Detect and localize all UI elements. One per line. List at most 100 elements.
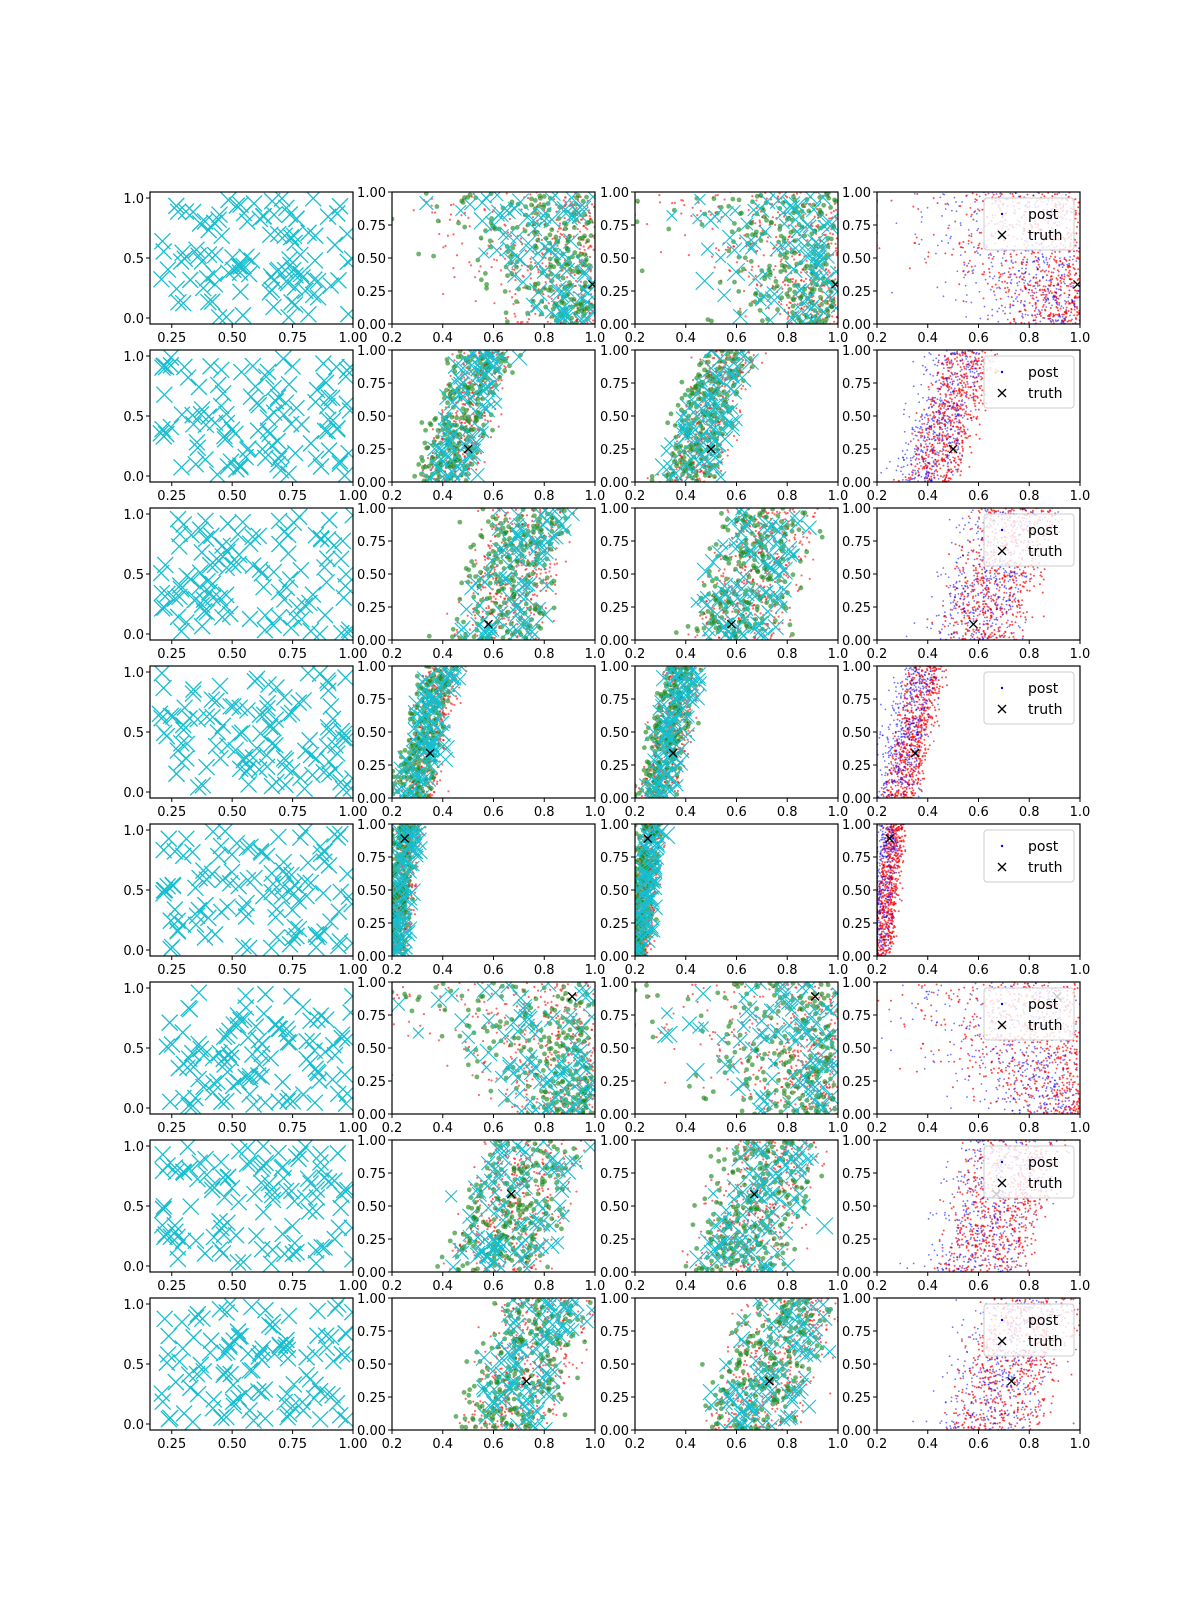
- red-point: [992, 290, 995, 293]
- prior-point: [181, 271, 199, 289]
- cyan-point: [830, 302, 838, 314]
- red-point: [969, 413, 972, 416]
- blue-point: [1023, 305, 1026, 308]
- prior-point: [177, 203, 195, 220]
- red-point: [747, 275, 750, 278]
- blue-point: [932, 396, 935, 399]
- blue-point: [1012, 304, 1015, 307]
- red-point: [980, 360, 983, 363]
- red-point: [1065, 284, 1068, 287]
- green-point: [500, 351, 506, 357]
- red-point: [1034, 255, 1037, 258]
- red-point: [743, 234, 746, 237]
- red-point: [1077, 206, 1080, 209]
- red-point: [961, 447, 964, 450]
- blue-point: [1071, 318, 1073, 321]
- red-point: [505, 192, 508, 195]
- red-point: [1074, 198, 1077, 201]
- green-point: [514, 225, 520, 230]
- blue-point: [1029, 294, 1032, 297]
- panel-r2-c1: 0.25 0.50 0.75 1.000.00.51.0: [123, 349, 367, 504]
- red-point: [950, 387, 953, 390]
- cyan-point: [473, 211, 492, 230]
- cyan-point: [541, 242, 559, 259]
- blue-point: [935, 252, 937, 255]
- c4-xtick-label: 0.6: [968, 331, 989, 346]
- prior-point: [211, 206, 229, 224]
- cyan-point: [518, 208, 537, 227]
- blue-point: [1073, 303, 1076, 306]
- blue-point: [976, 380, 979, 383]
- green-point: [741, 266, 746, 272]
- red-point: [1046, 315, 1049, 318]
- cyan-point: [705, 457, 724, 477]
- plot-area: [412, 350, 528, 482]
- blue-point: [990, 254, 993, 256]
- blue-point: [974, 201, 976, 203]
- red-point: [1043, 288, 1046, 291]
- red-point: [710, 255, 714, 258]
- prior-point: [259, 363, 277, 381]
- red-point: [1064, 268, 1067, 271]
- c2-xtick-label: 0.6: [483, 331, 504, 346]
- red-point: [1050, 281, 1053, 284]
- green-point: [541, 202, 547, 208]
- cyan-point: [689, 423, 702, 436]
- cyan-point: [811, 256, 825, 270]
- red-point: [962, 386, 965, 389]
- red-point: [778, 301, 781, 304]
- red-point: [1074, 217, 1077, 220]
- blue-point: [1036, 285, 1039, 287]
- red-point: [562, 199, 565, 202]
- red-point: [951, 380, 954, 383]
- green-point: [431, 253, 437, 259]
- prior-point: [189, 439, 207, 457]
- red-point: [766, 236, 770, 239]
- prior-point: [157, 358, 175, 376]
- red-point: [969, 417, 972, 420]
- red-point: [958, 387, 961, 390]
- red-point: [514, 292, 517, 296]
- red-point: [586, 321, 589, 324]
- prior-point: [265, 206, 283, 224]
- green-point: [732, 351, 738, 357]
- blue-point: [1000, 262, 1003, 265]
- red-point: [746, 259, 749, 263]
- cyan-point: [485, 359, 500, 375]
- red-point: [1056, 193, 1059, 196]
- red-point: [521, 320, 524, 324]
- green-point: [818, 209, 823, 215]
- c3-xtick-label: 0.8: [777, 331, 798, 346]
- c2-ytick-label: 0.00: [357, 318, 386, 333]
- red-point: [959, 421, 962, 424]
- red-point: [981, 350, 984, 353]
- blue-point: [1032, 298, 1035, 300]
- red-point: [775, 243, 778, 247]
- green-point: [699, 222, 705, 228]
- blue-point: [1006, 318, 1009, 321]
- red-point: [953, 357, 956, 360]
- blue-point: [975, 220, 978, 223]
- c3-xtick-label: 0.4: [675, 489, 696, 504]
- blue-point: [1062, 280, 1065, 283]
- red-point: [1066, 320, 1069, 323]
- red-point: [1057, 274, 1060, 277]
- red-point: [742, 384, 745, 388]
- red-point: [817, 303, 820, 307]
- blue-point: [1049, 317, 1052, 320]
- red-point: [1075, 241, 1078, 244]
- cyan-point: [542, 237, 562, 256]
- cyan-point: [463, 350, 480, 362]
- red-point: [932, 460, 935, 463]
- blue-point: [891, 291, 893, 294]
- cyan-point: [796, 237, 813, 255]
- red-point: [929, 414, 932, 417]
- green-point: [569, 315, 575, 321]
- c3-xtick-label: 1.0: [828, 489, 849, 504]
- red-point: [781, 287, 784, 290]
- red-point: [953, 459, 956, 462]
- green-point: [530, 298, 536, 304]
- blue-point: [1014, 321, 1017, 324]
- red-point: [579, 218, 583, 221]
- cyan-point: [571, 206, 589, 224]
